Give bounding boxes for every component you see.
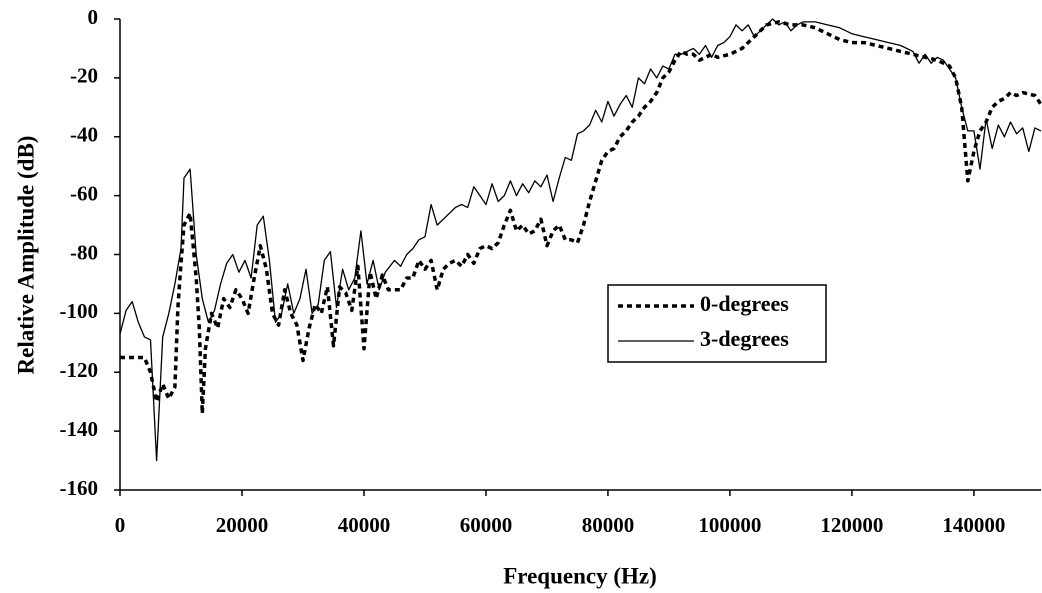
x-tick-label: 100000	[698, 513, 761, 537]
x-tick-label: 0	[115, 513, 126, 537]
series-line	[120, 20, 1042, 416]
legend-label: 3-degrees	[700, 326, 789, 351]
x-tick-label: 80000	[582, 513, 635, 537]
y-tick-label: -120	[60, 358, 99, 382]
x-tick-label: 40000	[338, 513, 391, 537]
y-tick-label: 0	[88, 5, 99, 29]
y-tick-label: -40	[70, 123, 98, 147]
legend-label: 0-degrees	[700, 291, 789, 316]
x-tick-label: 120000	[820, 513, 883, 537]
x-tick-label: 20000	[216, 513, 269, 537]
y-tick-label: -160	[60, 476, 99, 500]
x-tick-label: 60000	[460, 513, 513, 537]
y-tick-label: -60	[70, 181, 98, 205]
y-tick-label: -100	[60, 299, 99, 323]
series-line	[119, 18, 1042, 462]
x-axis-label: Frequency (Hz)	[503, 563, 657, 588]
y-tick-label: -20	[70, 64, 98, 88]
x-tick-label: 140000	[942, 513, 1005, 537]
y-axis-label: Relative Amplitude (dB)	[13, 136, 38, 375]
y-tick-label: -140	[60, 417, 99, 441]
y-tick-label: -80	[70, 240, 98, 264]
legend-box	[607, 284, 827, 363]
